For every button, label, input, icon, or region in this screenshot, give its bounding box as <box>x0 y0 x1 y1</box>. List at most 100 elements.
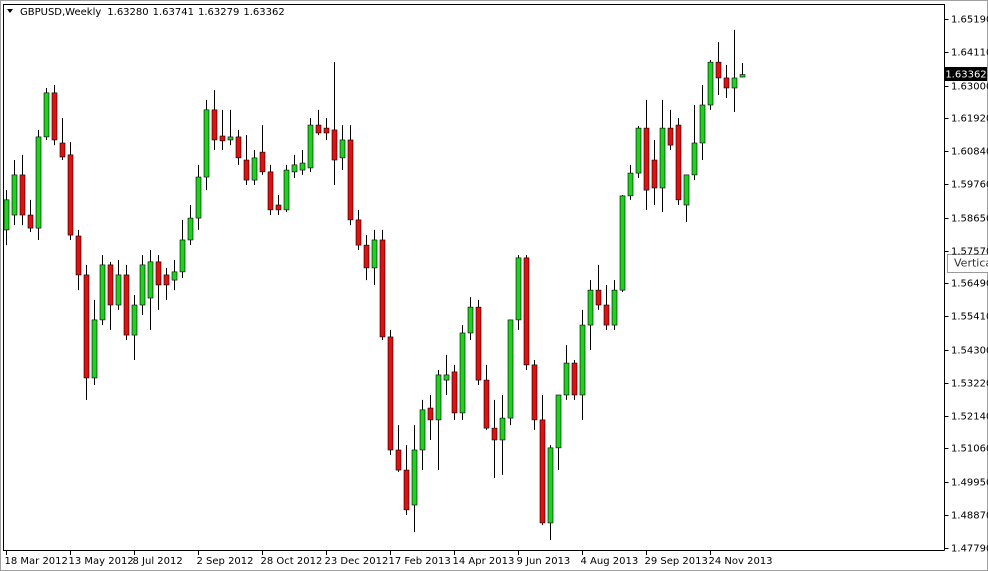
candle-body <box>187 217 194 241</box>
x-tick-label: 9 Jun 2013 <box>517 556 571 567</box>
x-tick-label: 2 Sep 2012 <box>197 556 254 567</box>
candle-body <box>275 204 282 211</box>
candle-body <box>547 447 554 524</box>
candle-body <box>723 77 730 89</box>
x-tick-label: 8 Jul 2012 <box>133 556 183 567</box>
candle-body <box>387 336 394 451</box>
candle-body <box>451 371 458 414</box>
candle-body <box>43 92 50 138</box>
candle-body <box>395 449 402 471</box>
x-tick-label: 24 Nov 2013 <box>709 556 773 567</box>
x-tick-label: 28 Oct 2012 <box>261 556 323 567</box>
candle-body <box>531 364 538 421</box>
candle-body <box>731 77 738 89</box>
candle-body <box>427 407 434 421</box>
candle-body <box>259 151 266 173</box>
y-tick-label: 1.52140 <box>951 412 988 423</box>
candle-body <box>19 174 26 216</box>
price-tag <box>945 67 987 81</box>
y-tick-label: 1.63000 <box>951 82 988 93</box>
candle-body <box>403 469 410 511</box>
y-tick-label: 1.57570 <box>951 247 988 258</box>
candle-body <box>595 289 602 306</box>
candle-body <box>643 127 650 191</box>
candle-body <box>51 92 58 141</box>
candle-body <box>11 174 18 216</box>
candle-body <box>347 139 354 221</box>
candle-body <box>243 159 250 181</box>
chart-title: GBPUSD,Weekly <box>20 7 101 18</box>
y-tick-label: 1.55410 <box>951 312 988 323</box>
candle-body <box>483 379 490 429</box>
candles <box>3 29 746 540</box>
candle-body <box>651 159 658 189</box>
candle-body <box>203 109 210 178</box>
chart-header: GBPUSD,Weekly 1.63280 1.63741 1.63279 1.6336… <box>20 7 285 18</box>
candle-body <box>267 171 274 211</box>
y-tick-label: 1.59760 <box>951 180 988 191</box>
x-tick-label: 14 Apr 2013 <box>453 556 515 567</box>
candle-body <box>739 74 746 78</box>
candle-body <box>443 374 450 381</box>
candle-body <box>91 319 98 379</box>
candle-body <box>363 244 370 269</box>
y-tick-label: 1.51060 <box>951 444 988 455</box>
candle-body <box>211 109 218 141</box>
candle-body <box>315 124 322 134</box>
x-tick-label: 13 May 2012 <box>69 556 134 567</box>
candle-body <box>75 235 82 276</box>
candle-body <box>3 199 10 231</box>
candle-body <box>419 409 426 451</box>
candle-body <box>411 449 418 506</box>
x-tick-label: 17 Feb 2013 <box>389 556 451 567</box>
candle-body <box>475 306 482 381</box>
quote-high: 1.63741 <box>153 7 194 18</box>
y-tick-label: 1.61920 <box>951 114 988 125</box>
y-tick-label: 1.65190 <box>951 15 988 26</box>
candle-body <box>323 127 330 134</box>
candle-body <box>691 142 698 176</box>
candle-body <box>115 274 122 306</box>
candle-body <box>435 374 442 421</box>
x-tick-label: 29 Sep 2013 <box>645 556 708 567</box>
candle-body <box>667 127 674 146</box>
candle-body <box>147 261 154 299</box>
candle-body <box>219 135 226 142</box>
y-tick-label: 1.47790 <box>951 544 988 555</box>
candle-body <box>299 162 306 171</box>
candle-body <box>563 362 570 396</box>
candle-body <box>171 271 178 281</box>
candle-body <box>283 169 290 211</box>
candle-body <box>459 332 466 414</box>
candle-body <box>139 264 146 306</box>
candle-body <box>587 289 594 326</box>
candle-body <box>627 172 634 197</box>
candle-body <box>619 195 626 291</box>
candle-body <box>99 264 106 321</box>
x-tick-label: 18 Mar 2012 <box>5 556 68 567</box>
candle-body <box>251 157 258 181</box>
x-tick-label: 4 Aug 2013 <box>581 556 639 567</box>
candle-body <box>331 129 338 161</box>
y-tick-label: 1.56490 <box>951 279 988 290</box>
y-tick-label: 1.58650 <box>951 214 988 225</box>
candle-body <box>163 274 170 286</box>
candle-body <box>307 124 314 169</box>
candle-body <box>659 127 666 189</box>
candle-body <box>571 362 578 396</box>
candle-body <box>27 214 34 229</box>
y-tick-label: 1.49950 <box>951 478 988 489</box>
candle-body <box>707 61 714 106</box>
candle-body <box>131 304 138 336</box>
candle-body <box>523 257 530 366</box>
candle-body <box>491 427 498 441</box>
candle-body <box>107 264 114 306</box>
menu-arrow[interactable] <box>7 9 13 13</box>
candle-body <box>195 176 202 219</box>
candle-body <box>355 219 362 246</box>
y-tick-label: 1.54300 <box>951 346 988 357</box>
candle-body <box>235 136 242 159</box>
candle-body <box>379 239 386 338</box>
candle-body <box>67 154 74 236</box>
